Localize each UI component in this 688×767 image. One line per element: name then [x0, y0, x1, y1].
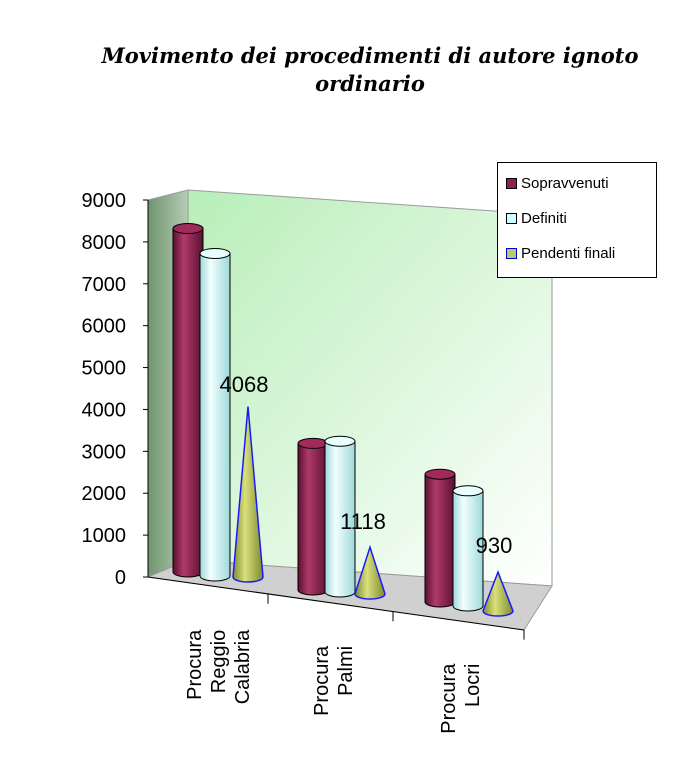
x-category-label: Procura Reggio Calabria	[184, 629, 254, 704]
cylinder-body	[297, 442, 329, 596]
y-tick-label: 4000	[82, 399, 127, 421]
y-tick-label: 0	[115, 567, 126, 589]
cylinder-top	[452, 485, 484, 497]
legend-item-pendenti-finali: Pendenti finali	[506, 243, 615, 263]
cone-pendenti-finali	[354, 544, 386, 600]
cone-body	[232, 406, 264, 583]
cylinder-top	[297, 437, 329, 449]
bar-sopravvenuti	[297, 437, 329, 596]
y-tick-label: 9000	[82, 190, 127, 212]
legend-label: Pendenti finali	[521, 244, 616, 262]
legend-swatch	[506, 247, 517, 259]
legend-swatch	[506, 177, 517, 189]
bar-sopravvenuti	[172, 223, 204, 578]
cylinder-body	[199, 252, 231, 582]
legend-swatch	[506, 212, 517, 224]
cylinder-body	[424, 473, 456, 608]
bar-definiti	[452, 485, 484, 612]
x-axis-line	[147, 576, 525, 631]
bar-definiti	[199, 247, 231, 582]
data-label: 1118	[340, 509, 386, 534]
legend-item-sopravvenuti: Sopravvenuti	[506, 173, 609, 193]
bar-sopravvenuti	[424, 468, 456, 608]
cylinder-top	[424, 468, 456, 480]
x-category-label: Procura Palmi	[311, 645, 357, 716]
cylinder-top	[172, 223, 204, 235]
cylinder-body	[172, 228, 204, 578]
x-category-line: Procura	[311, 645, 333, 716]
cylinder-top	[324, 435, 356, 447]
y-tick-label: 8000	[82, 232, 127, 254]
cone-body	[482, 569, 514, 617]
x-category-line: Procura	[438, 663, 460, 734]
cone-pendenti-finali	[482, 569, 514, 617]
cone-pendenti-finali	[232, 406, 264, 583]
x-category-line: Procura	[184, 629, 206, 700]
chart-legend: Sopravvenuti Definiti Pendenti finali	[497, 162, 657, 278]
data-label: 4068	[220, 372, 269, 397]
cone-body	[354, 544, 386, 600]
y-tick-label: 5000	[82, 358, 127, 380]
y-tick-label: 2000	[82, 483, 127, 505]
cylinder-top	[199, 247, 231, 259]
legend-label: Sopravvenuti	[521, 174, 609, 192]
legend-item-definiti: Definiti	[506, 208, 567, 228]
x-category-line: Reggio	[208, 630, 230, 693]
bar-definiti	[324, 435, 356, 598]
x-category-label: Procura Locri	[438, 663, 484, 734]
chart-title: Movimento dei procedimenti di autore ign…	[101, 43, 639, 96]
y-tick-label: 3000	[82, 441, 127, 463]
y-tick-label: 7000	[82, 274, 127, 296]
y-tick-label: 6000	[82, 316, 127, 338]
x-category-line: Calabria	[232, 629, 254, 704]
y-tick-label: 1000	[82, 525, 127, 547]
data-label: 930	[476, 533, 513, 558]
x-category-line: Palmi	[335, 646, 357, 696]
legend-label: Definiti	[521, 209, 567, 227]
x-category-line: Locri	[462, 664, 484, 707]
cylinder-body	[452, 490, 484, 612]
